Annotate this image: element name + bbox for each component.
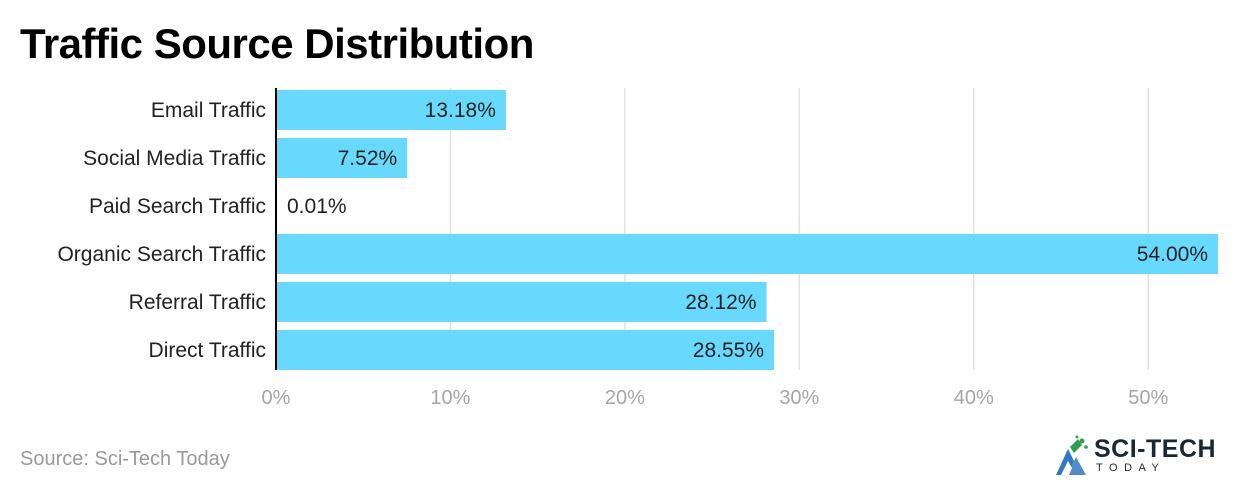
value-label: 7.52% — [338, 147, 398, 170]
bars — [275, 88, 1218, 370]
category-label: Email Traffic — [151, 99, 266, 122]
x-tick-label: 30% — [779, 387, 819, 409]
category-label: Paid Search Traffic — [89, 195, 266, 218]
bar — [276, 90, 506, 130]
x-tick-label: 20% — [605, 387, 645, 409]
value-label: 28.12% — [685, 291, 756, 314]
bar — [276, 234, 1218, 274]
value-label: 28.55% — [693, 339, 764, 362]
grid-lines — [449, 88, 1149, 370]
category-label: Social Media Traffic — [83, 147, 266, 170]
value-label: 0.01% — [287, 195, 347, 218]
x-tick-label: 0% — [262, 387, 291, 409]
chart-title: Traffic Source Distribution — [20, 20, 534, 67]
x-tick-label: 40% — [954, 387, 994, 409]
category-label: Referral Traffic — [129, 291, 266, 314]
bar-chart: 0% 10% 20% 30% 40% 50% Email Traffic 13.18% Soci… — [57, 88, 1218, 409]
value-label: 54.00% — [1137, 243, 1208, 266]
category-label: Organic Search Traffic — [57, 243, 266, 266]
value-label: 13.18% — [425, 99, 496, 122]
logo-name: SCI-TECH — [1094, 435, 1217, 463]
logo-mark-icon — [1056, 435, 1088, 475]
logo-tagline: TODAY — [1096, 462, 1166, 474]
bar — [276, 330, 775, 370]
bar — [276, 138, 408, 178]
labels: 0% 10% 20% 30% 40% 50% Email Traffic 13.18% Soci… — [57, 99, 1208, 409]
x-tick-label: 10% — [430, 387, 470, 409]
sci-tech-logo: SCI-TECH TODAY — [1052, 433, 1232, 481]
source-note: Source: Sci-Tech Today — [20, 448, 230, 470]
x-tick-label: 50% — [1128, 387, 1168, 409]
bar — [276, 282, 767, 322]
category-label: Direct Traffic — [149, 339, 266, 362]
